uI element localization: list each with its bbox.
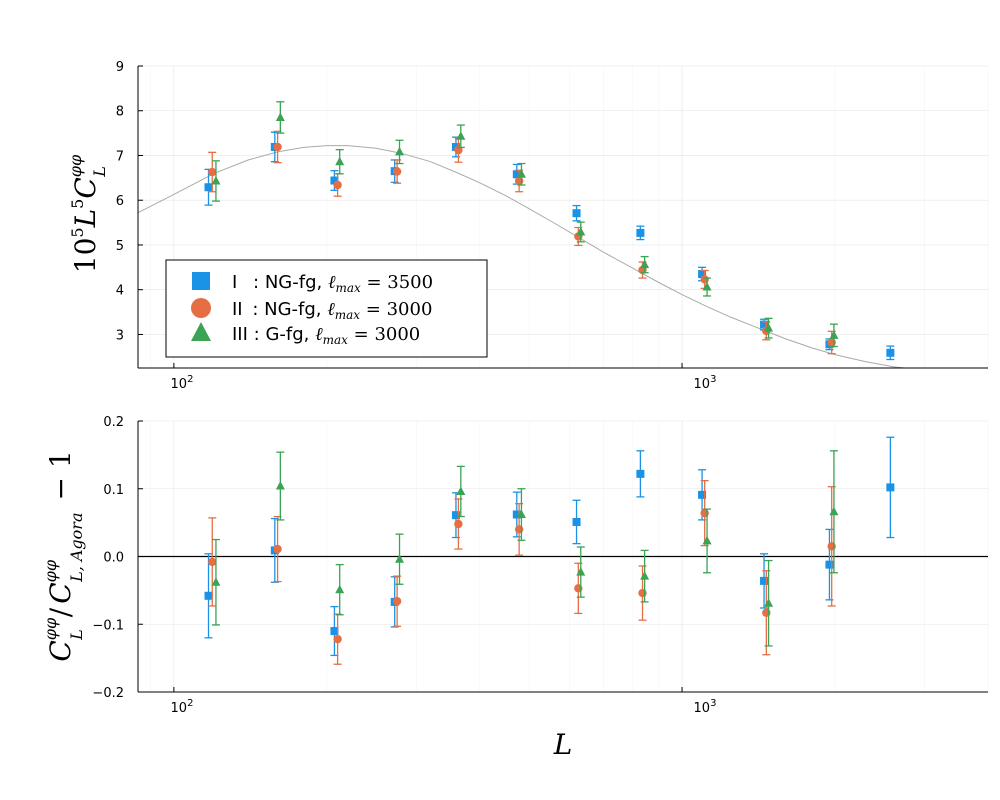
bottom-point-square xyxy=(451,511,460,520)
top-marks xyxy=(204,101,895,361)
bottom-point-triangle xyxy=(516,509,526,518)
top-point-square xyxy=(572,209,581,218)
top-point-circle xyxy=(392,167,402,176)
bottom-marks xyxy=(204,436,895,665)
top-grid xyxy=(138,65,989,368)
bottom-point-square xyxy=(204,591,213,600)
bottom-point-circle xyxy=(638,588,647,598)
bottom-ytick-label: −0.2 xyxy=(92,686,124,701)
top-point-square xyxy=(636,228,645,237)
bottom-xtick-1000: 103 xyxy=(694,698,717,716)
legend-label-3: III : G-fg, ℓmax = 3000 xyxy=(232,324,420,347)
bottom-point-circle xyxy=(208,557,217,567)
top-point-square xyxy=(760,320,769,329)
top-ytick-label: 9 xyxy=(116,60,124,75)
top-point-square xyxy=(204,183,213,192)
bottom-point-triangle xyxy=(456,486,466,495)
bottom-point-square xyxy=(886,483,895,492)
top-curve xyxy=(138,145,910,368)
bottom-ytick-label: 0.2 xyxy=(103,415,124,430)
bottom-xtick-100: 102 xyxy=(171,698,194,716)
bottom-point-triangle xyxy=(275,481,285,490)
top-ytick-label: 5 xyxy=(116,239,124,254)
legend: I : NG-fg, ℓmax = 3500 II : NG-fg, ℓmax … xyxy=(165,259,488,358)
top-point-circle xyxy=(273,142,282,152)
bottom-ytick-label: 0.1 xyxy=(103,483,124,498)
bottom-point-square xyxy=(698,490,707,499)
legend-label-2: II : NG-fg, ℓmax = 3000 xyxy=(232,299,432,322)
bottom-point-square xyxy=(330,627,339,636)
bottom-panel: −0.2 −0.1 0.0 0.1 0.2 102 103 Cφφ L/Cφφ L, Ago… xyxy=(41,415,989,761)
top-point-triangle xyxy=(702,282,712,291)
top-point-triangle xyxy=(576,226,586,236)
top-xtick-1000: 103 xyxy=(694,374,717,392)
top-ytick-label: 8 xyxy=(116,105,124,120)
bottom-point-circle xyxy=(827,542,836,551)
bottom-point-triangle xyxy=(576,567,586,576)
top-point-circle xyxy=(208,167,217,177)
top-point-triangle xyxy=(395,146,405,156)
bottom-point-square xyxy=(636,469,645,478)
top-yticks: 3 4 5 6 7 8 9 xyxy=(116,60,683,368)
top-point-triangle xyxy=(275,112,285,121)
top-point-triangle xyxy=(640,259,650,269)
bottom-point-triangle xyxy=(829,506,839,516)
bottom-point-square xyxy=(512,510,521,519)
bottom-point-triangle xyxy=(395,554,405,563)
x-axis-label: L xyxy=(553,728,573,761)
bottom-point-triangle xyxy=(702,535,712,545)
bottom-point-circle xyxy=(392,597,402,606)
top-ytick-label: 7 xyxy=(116,149,124,164)
top-point-square xyxy=(698,270,707,279)
bottom-yticks: −0.2 −0.1 0.0 0.1 0.2 xyxy=(92,415,683,701)
top-point-circle xyxy=(333,180,342,190)
top-panel: 3 4 5 6 7 8 9 102 103 105L5Cφφ L I : NG-fg, ℓma… xyxy=(66,60,989,392)
bottom-point-square xyxy=(760,576,769,585)
bottom-ytick-label: 0.0 xyxy=(103,551,124,566)
bottom-point-triangle xyxy=(764,598,774,607)
top-point-triangle xyxy=(829,330,839,339)
legend-label-1: I : NG-fg, ℓmax = 3500 xyxy=(232,272,433,295)
legend-box xyxy=(165,259,488,358)
bottom-point-circle xyxy=(454,519,463,529)
bottom-point-triangle xyxy=(640,571,650,580)
bottom-xticks: 102 103 xyxy=(171,698,717,716)
bottom-point-square xyxy=(825,560,834,569)
top-agora-curve xyxy=(138,145,910,368)
top-point-square xyxy=(886,348,895,357)
top-point-triangle xyxy=(211,175,221,185)
top-ytick-label: 4 xyxy=(116,284,124,299)
top-point-triangle xyxy=(516,169,526,178)
bottom-ytick-label: −0.1 xyxy=(92,618,124,633)
top-point-circle xyxy=(827,338,836,347)
top-ytick-label: 6 xyxy=(116,194,124,209)
top-xticks: 102 103 xyxy=(171,374,717,392)
bottom-point-square xyxy=(572,517,581,526)
top-point-triangle xyxy=(456,131,466,140)
top-point-triangle xyxy=(764,323,774,332)
top-xtick-100: 102 xyxy=(171,374,194,392)
bottom-point-circle xyxy=(273,544,282,554)
top-point-square xyxy=(330,176,339,185)
legend-marker-circle xyxy=(191,298,211,318)
top-ylabel: 105L5Cφφ L xyxy=(66,154,109,273)
top-point-triangle xyxy=(335,156,345,166)
bottom-point-triangle xyxy=(211,577,221,586)
legend-marker-triangle xyxy=(191,322,211,341)
top-point-square xyxy=(512,170,521,179)
bottom-point-circle xyxy=(762,608,771,617)
bottom-point-triangle xyxy=(335,584,345,594)
top-ytick-label: 3 xyxy=(116,328,124,343)
bottom-ylabel: Cφφ L/Cφφ L, Agora− 1 xyxy=(41,450,86,661)
bottom-point-circle xyxy=(333,634,342,644)
legend-marker-square xyxy=(192,272,210,290)
